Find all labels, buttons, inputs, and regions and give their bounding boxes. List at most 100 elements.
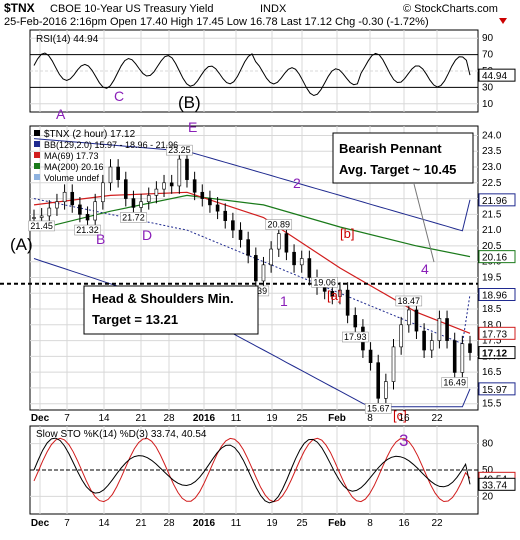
price-candle — [307, 258, 312, 278]
price-candle — [39, 215, 44, 218]
rsi-last-badge — [478, 68, 516, 82]
rsi-tick-label: 10 — [482, 99, 494, 110]
wave-label: D — [142, 227, 152, 243]
x-tick-label-top: Feb — [328, 413, 346, 424]
x-tick-label-top: 25 — [296, 413, 308, 424]
rsi-tick-label: 90 — [482, 33, 494, 44]
price-candle — [55, 201, 59, 209]
price-candle — [246, 239, 250, 256]
hs-line1: Head & Shoulders Min. — [92, 291, 234, 306]
legend-swatch-price — [34, 130, 40, 136]
price-candle — [445, 318, 449, 341]
main-legend: $TNX (2 hour) 17.12 BB(129,2.0) 15.97 - … — [34, 129, 178, 183]
main-tick-label: 22.5 — [482, 178, 502, 189]
price-callout-label: 23.25 — [168, 145, 191, 155]
price-callout-box — [364, 403, 392, 414]
legend-swatch-ma69 — [34, 152, 40, 158]
price-callout-box — [342, 331, 369, 343]
x-tick-label-bottom: 25 — [296, 518, 308, 529]
price-candle — [200, 191, 205, 199]
sto-legend: Slow STO %K(14) %D(3) 33.74, 40.54 — [36, 429, 207, 440]
sto-value-badge — [478, 477, 516, 491]
price-candle — [238, 229, 243, 240]
price-candle — [468, 343, 472, 353]
main-tick-label: 21.0 — [482, 225, 502, 236]
header-exchange: INDX — [260, 3, 287, 15]
legend-ma200: MA(200) 20.16 — [44, 162, 104, 172]
pennant-pointer — [413, 183, 435, 263]
sto-k-line — [33, 437, 471, 504]
legend-bb: BB(129,2.0) 15.97 - 18.96 - 21.96 — [44, 140, 178, 150]
price-candle — [376, 362, 381, 399]
down-arrow-icon — [499, 18, 507, 24]
price-callout-box — [166, 144, 193, 156]
price-candle — [93, 201, 97, 221]
wave-label: 4 — [421, 261, 429, 277]
main-tick-label: 15.5 — [482, 399, 502, 410]
legend-ma69: MA(69) 17.73 — [44, 151, 99, 161]
price-candle — [261, 264, 266, 282]
main-tick-label: 18.0 — [482, 320, 502, 331]
header-name: CBOE 10-Year US Treasury Yield — [50, 3, 213, 15]
main-tick-label: 20.5 — [482, 241, 502, 252]
x-tick-label-top: 19 — [266, 413, 278, 424]
price-candle — [101, 182, 105, 203]
right-value-label: 20.16 — [482, 253, 507, 264]
x-tick-label-top: 22 — [431, 413, 443, 424]
main-tick-label: 18.5 — [482, 304, 502, 315]
price-candle — [162, 182, 166, 190]
price-candle — [62, 191, 67, 203]
price-callout-label: 21.32 — [76, 225, 99, 235]
price-callout-label: 15.67 — [367, 403, 390, 413]
x-axis: Dec Dec 7 7 14 14 21 21 28 28 2016 2016 11 11 19 19 25 25… — [31, 413, 443, 529]
x-tick-label-top: 8 — [367, 413, 373, 424]
price-candle — [139, 201, 143, 208]
price-callout-box — [265, 219, 293, 230]
x-tick-label-bottom: 22 — [431, 518, 443, 529]
price-callout-box — [120, 212, 147, 223]
main-tick-label: 21.5 — [482, 209, 502, 220]
ma200-line — [33, 194, 471, 258]
pennant-box — [332, 132, 474, 184]
price-candle — [192, 179, 197, 193]
right-value-label: 15.97 — [482, 385, 507, 396]
x-tick-label-bottom: 11 — [231, 518, 242, 529]
rsi-last-label: 44.94 — [482, 71, 507, 82]
price-candle — [292, 251, 296, 266]
x-tick-label-bottom: 7 — [64, 518, 70, 529]
x-tick-label-bottom: 28 — [163, 518, 175, 529]
right-value-label: 17.12 — [482, 349, 507, 360]
sto-tick-label: 80 — [482, 439, 494, 450]
price-candle — [391, 346, 396, 382]
bb-upper-line — [33, 138, 471, 232]
price-callout-box — [74, 224, 101, 236]
x-tick-label-top: 28 — [163, 413, 175, 424]
hs-box — [83, 285, 259, 335]
wave-label: 1 — [280, 293, 288, 309]
price-candle — [185, 158, 189, 180]
header-date: 25-Feb-2016 2:16pm — [4, 16, 107, 28]
x-tick-label-top: 14 — [98, 413, 110, 424]
price-candle — [123, 179, 128, 199]
x-tick-label-bottom: 14 — [98, 518, 110, 529]
price-candle — [407, 309, 411, 326]
wave-label: B — [96, 231, 105, 247]
right-value-badge — [478, 288, 516, 302]
legend-volume: Volume undef — [44, 173, 100, 183]
price-candle — [414, 309, 419, 332]
pennant-line2: Avg. Target ~ 10.45 — [339, 162, 456, 177]
price-callout-label: 17.93 — [344, 332, 367, 342]
rsi-line — [33, 52, 471, 97]
price-callout-box — [441, 377, 468, 388]
wave-label: 2 — [293, 175, 301, 191]
x-tick-label-top: 21 — [135, 413, 147, 424]
x-tick-label-bottom: 16 — [398, 518, 410, 529]
wave-label-A: A — [56, 106, 66, 122]
price-candle — [330, 291, 335, 297]
price-candle — [85, 214, 90, 221]
price-callout-label: 20.89 — [268, 220, 291, 230]
wave-label-3: 3 — [399, 431, 408, 450]
price-candle — [231, 220, 235, 231]
rsi-tick-label: 30 — [482, 82, 494, 93]
